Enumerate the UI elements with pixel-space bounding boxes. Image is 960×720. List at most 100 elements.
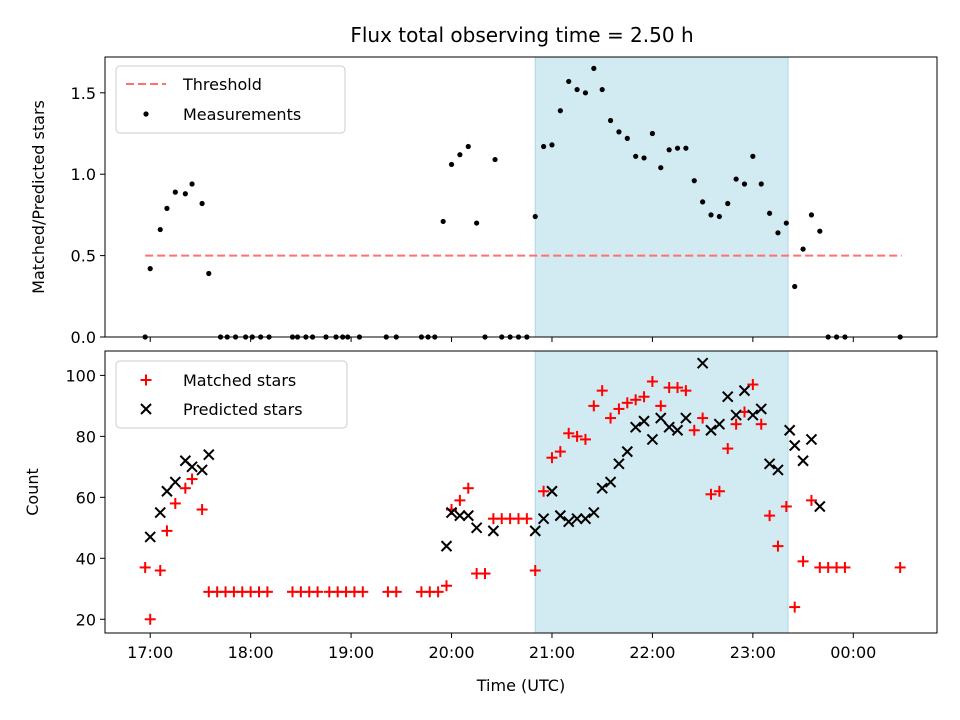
predicted-star-point	[203, 448, 215, 461]
measurement-point	[775, 230, 781, 236]
measurement-point	[532, 213, 538, 220]
predicted-star-point	[747, 409, 759, 421]
predicted-star-point	[487, 525, 500, 537]
measurement-point	[808, 212, 815, 218]
count-y-axis-label: Count	[23, 468, 42, 516]
matched-star-point	[186, 473, 198, 485]
matched-star-point	[630, 394, 642, 406]
legend-frame	[115, 360, 348, 429]
measurement-point	[574, 86, 580, 93]
matched-star-point	[780, 500, 792, 512]
ratio-x-ticks	[149, 337, 854, 342]
legend-matched-label: Matched stars	[183, 371, 296, 390]
matched-star-point	[161, 525, 173, 537]
predicted-star-point	[462, 509, 474, 522]
matched-star-point	[713, 485, 725, 497]
measurement-point	[624, 135, 630, 141]
observing-window-span-top	[534, 56, 789, 338]
predicted-star-point	[722, 391, 734, 403]
matched-star-point	[705, 488, 717, 500]
ratio-panel: 0.0 0.5 1.0 1.5 Matched/Predicted stars Thr…	[29, 56, 938, 347]
legend-frame	[115, 65, 346, 134]
predicted-star-point	[161, 485, 173, 497]
count-panel: 17:00 18:00 19:00 20:00 21:00 22:00 23:00 00:00…	[23, 350, 938, 695]
x-tick-label: 22:00	[629, 643, 675, 662]
predicted-star-point	[440, 540, 453, 552]
predicted-star-point	[621, 445, 634, 458]
measurement-point	[683, 145, 689, 151]
x-tick-label: 18:00	[228, 643, 274, 662]
matched-star-point	[454, 494, 466, 506]
predicted-star-point	[454, 509, 466, 522]
matched-star-point	[839, 561, 851, 573]
matched-star-point	[441, 580, 453, 592]
predicted-star-point	[445, 506, 458, 519]
legend-predicted-label: Predicted stars	[183, 400, 303, 419]
matched-star-point	[169, 497, 181, 509]
count-axes-frame	[104, 350, 938, 634]
predicted-star-point	[554, 509, 567, 522]
measurement-point	[147, 266, 153, 272]
measurement-point	[750, 153, 756, 159]
measurement-point	[566, 78, 572, 85]
y-tick-label: 40	[76, 549, 96, 568]
predicted-star-point	[680, 412, 692, 424]
matched-star-point	[672, 382, 684, 394]
measurement-point	[733, 176, 739, 182]
matched-star-point	[596, 385, 608, 397]
matched-star-point	[554, 446, 566, 458]
x-tick-label: 19:00	[328, 643, 374, 662]
legend-measurement-label: Measurements	[183, 105, 301, 124]
predicted-star-point	[537, 512, 550, 525]
matched-star-point	[738, 406, 750, 418]
matched-star-point	[680, 385, 692, 397]
predicted-star-point	[763, 458, 776, 470]
y-tick-label: 100	[65, 366, 96, 385]
matched-star-point	[638, 391, 650, 403]
matched-star-point	[697, 412, 709, 424]
predicted-star-point	[663, 421, 675, 433]
predicted-star-point	[588, 506, 600, 519]
matched-star-point	[747, 379, 759, 391]
measurement-point	[725, 200, 731, 207]
predicted-star-point	[571, 512, 583, 525]
measurement-point	[817, 228, 823, 234]
matched-star-point	[730, 418, 742, 430]
predicted-star-point	[738, 384, 751, 397]
measurement-point	[783, 220, 789, 226]
measurement-point	[758, 181, 764, 187]
measurement-point	[792, 283, 798, 290]
measurement-point	[641, 155, 647, 161]
predicted-star-point	[646, 433, 659, 446]
ratio-legend: Threshold Measurements	[115, 65, 346, 134]
measurement-point	[474, 220, 480, 226]
matched-star-point	[479, 568, 491, 580]
matched-star-point	[432, 586, 444, 598]
matched-star-point	[621, 397, 633, 409]
x-tick-label: 23:00	[730, 643, 776, 662]
matched-star-point	[722, 443, 734, 455]
chart-title: Flux total observing time = 2.50 h	[350, 23, 693, 47]
predicted-star-point	[755, 403, 767, 415]
matched-star-point	[797, 555, 809, 567]
y-tick-label: 0.0	[71, 328, 96, 347]
matched-star-point	[529, 565, 541, 577]
measurement-point	[658, 165, 664, 171]
measurement-point	[164, 205, 170, 211]
measurement-point	[800, 246, 806, 252]
matched-star-point	[579, 433, 591, 445]
matched-star-point	[655, 400, 667, 412]
matched-star-point	[144, 613, 156, 625]
matched-star-point	[179, 482, 191, 494]
measurement-point	[189, 181, 195, 187]
legend-threshold-label: Threshold	[182, 75, 262, 94]
predicted-star-point	[629, 421, 642, 433]
measurement-point	[557, 108, 563, 114]
matched-star-point	[894, 561, 906, 573]
measurement-point	[206, 270, 212, 277]
predicted-star-point	[788, 439, 801, 452]
legend-predicted-swatch	[140, 403, 152, 415]
predicted-star-point	[713, 418, 726, 430]
measurement-point	[674, 145, 681, 151]
measurement-point	[440, 218, 446, 225]
